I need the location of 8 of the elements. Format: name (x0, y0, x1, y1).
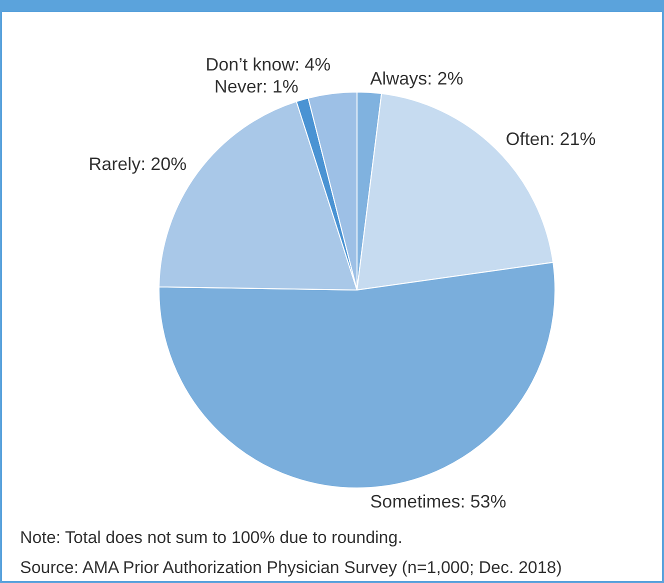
source-note: Source: AMA Prior Authorization Physician Survey (n=1,000; Dec. 2018) (20, 558, 562, 578)
slice-label: Don’t know: 4% (206, 54, 331, 74)
slice-label: Always: 2% (370, 68, 464, 88)
slice-label: Rarely: 20% (88, 154, 187, 174)
slice-label: Often: 21% (506, 128, 596, 149)
slice-label: Never: 1% (214, 76, 298, 96)
slice-label: Sometimes: 53% (370, 492, 506, 512)
text: Note: Total does not sum to 100% due to rounding. (20, 528, 402, 548)
